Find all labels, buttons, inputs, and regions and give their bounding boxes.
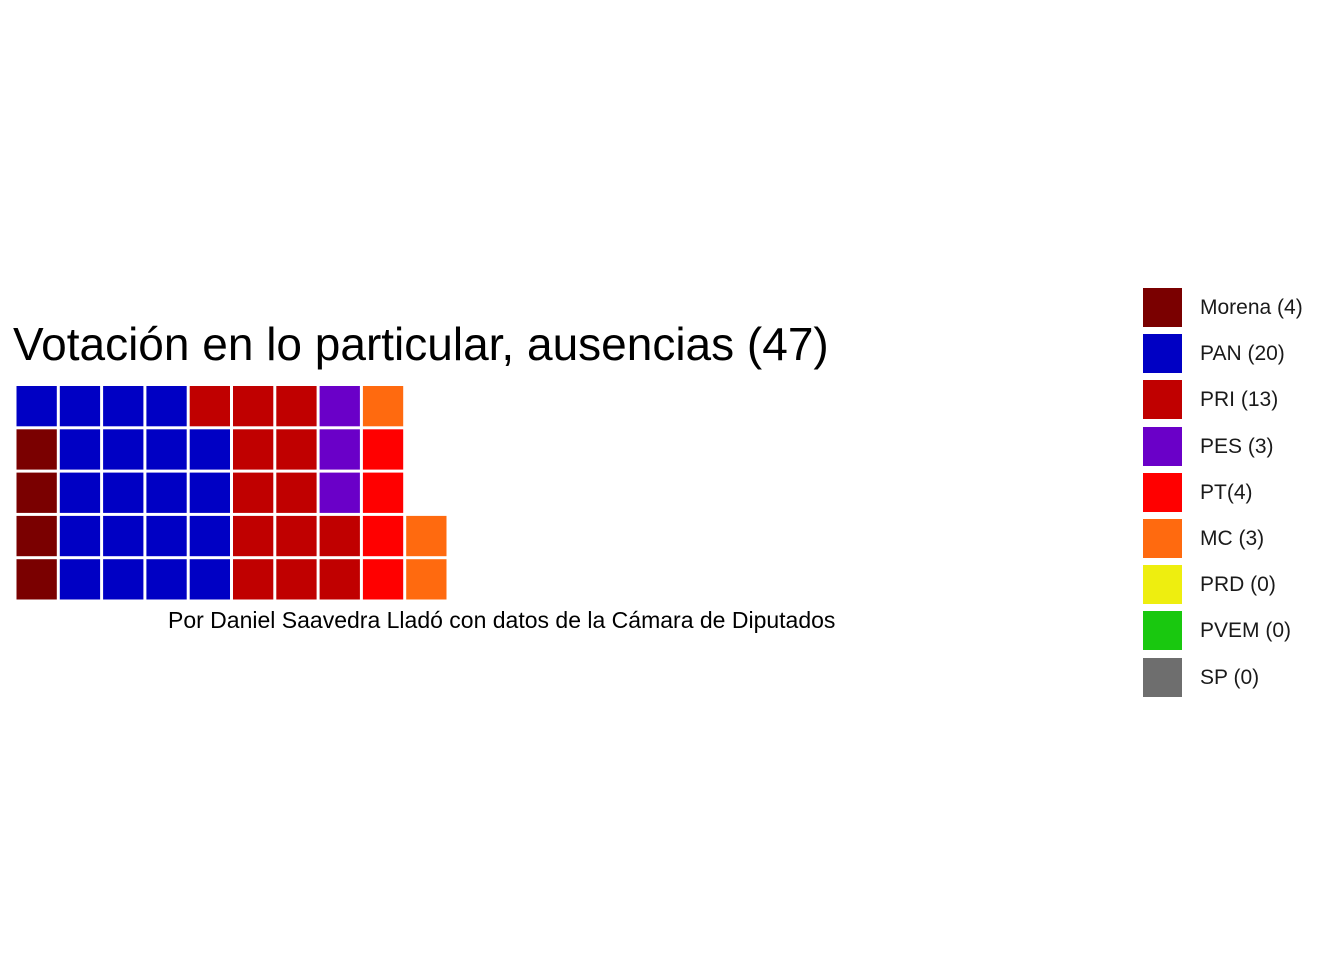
waffle-cell-morena	[16, 559, 57, 600]
waffle-cell-pan	[59, 429, 101, 470]
waffle-cell-pri	[233, 429, 274, 470]
waffle-cell-pri	[319, 515, 360, 557]
waffle-cell-pt	[362, 515, 404, 557]
waffle-cell-pan	[146, 559, 187, 600]
waffle-cell-pes	[319, 429, 360, 470]
waffle-cell-pan	[103, 386, 144, 427]
waffle-cell-pan	[189, 515, 230, 557]
legend-label: PT(4)	[1200, 480, 1253, 504]
legend-label: SP (0)	[1200, 665, 1260, 689]
waffle-cell-mc	[406, 559, 447, 600]
waffle-cell-pri	[276, 559, 317, 600]
waffle-cell-pan	[103, 429, 144, 470]
waffle-cell-pri	[319, 559, 360, 600]
waffle-cell-pri	[233, 472, 274, 513]
waffle-cell-pan	[103, 559, 144, 600]
waffle-cell-pt	[362, 429, 404, 470]
waffle-cell-pan	[59, 386, 101, 427]
waffle-cell-pan	[189, 559, 230, 600]
legend-label: MC (3)	[1200, 526, 1265, 550]
legend-key-mc	[1143, 518, 1182, 558]
legend-key-pan	[1143, 334, 1182, 374]
legend-label: PRD (0)	[1200, 573, 1276, 597]
legend-label: PAN (20)	[1200, 342, 1285, 366]
waffle-cell-pan	[146, 429, 187, 470]
legend-key-pes	[1143, 426, 1182, 466]
waffle-cell-pri	[276, 515, 317, 557]
waffle-cell-pan	[146, 386, 187, 427]
legend-label: PRI (13)	[1200, 388, 1279, 412]
legend-label: Morena (4)	[1200, 296, 1303, 319]
legend-key-sp	[1143, 657, 1182, 697]
waffle-cell-pri	[233, 515, 274, 557]
chart-caption: Por Daniel Saavedra Lladó con datos de l…	[168, 607, 836, 633]
waffle-cell-pri	[189, 386, 230, 427]
waffle-cell-pri	[276, 472, 317, 513]
waffle-cell-pes	[319, 472, 360, 513]
waffle-cell-pri	[276, 429, 317, 470]
waffle-cell-pri	[276, 386, 317, 427]
waffle-cell-pt	[362, 472, 404, 513]
waffle-cell-morena	[16, 472, 57, 513]
waffle-cell-morena	[16, 515, 57, 557]
chart-title: Votación en lo particular, ausencias (47…	[13, 318, 829, 370]
waffle-cell-morena	[16, 429, 57, 470]
waffle-cell-pan	[59, 559, 101, 600]
legend-key-pvem	[1143, 611, 1182, 651]
legend-label: PES (3)	[1200, 434, 1274, 458]
waffle-cell-pan	[103, 472, 144, 513]
legend-key-morena	[1143, 288, 1182, 327]
waffle-cell-pri	[233, 559, 274, 600]
waffle-cell-pan	[16, 386, 57, 427]
waffle-cell-pan	[146, 515, 187, 557]
waffle-cell-pt	[362, 559, 404, 600]
waffle-cell-mc	[362, 386, 404, 427]
legend-key-pt	[1143, 472, 1182, 512]
waffle-cell-mc	[406, 515, 447, 557]
waffle-cell-pri	[233, 386, 274, 427]
legend-label: PVEM (0)	[1200, 619, 1292, 643]
waffle-cell-pan	[189, 472, 230, 513]
waffle-cell-pan	[103, 515, 144, 557]
waffle-cell-pan	[189, 429, 230, 470]
waffle-cell-pes	[319, 386, 360, 427]
legend-key-pri	[1143, 380, 1182, 420]
waffle-cell-pan	[59, 472, 101, 513]
legend-key-prd	[1143, 565, 1182, 605]
waffle-cell-pan	[59, 515, 101, 557]
waffle-cell-pan	[146, 472, 187, 513]
